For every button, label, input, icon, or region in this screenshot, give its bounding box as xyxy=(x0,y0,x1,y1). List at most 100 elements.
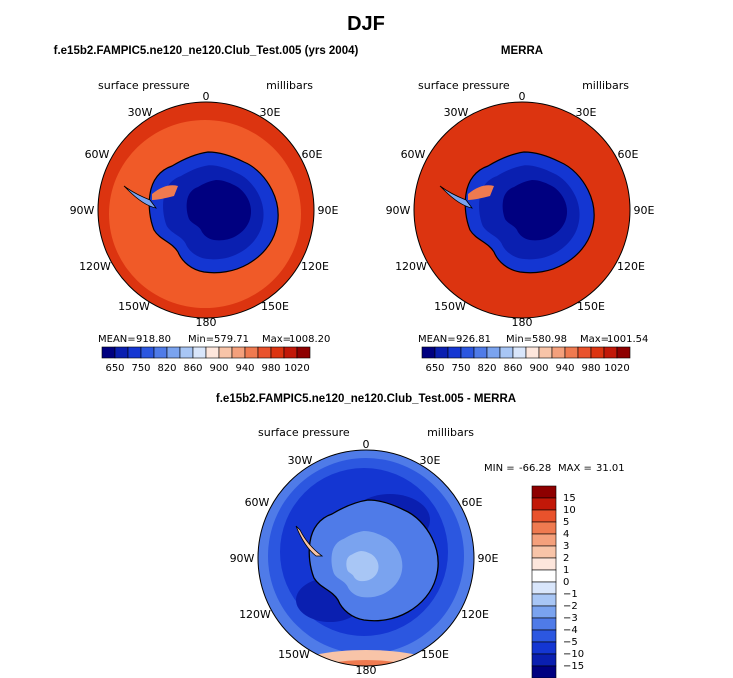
panel-merra-stats: MEAN= 926.81 Min= 580.98 Max= 1001.54 xyxy=(418,334,648,345)
colorbar-swatch xyxy=(531,569,557,583)
colorbar-swatch xyxy=(531,605,557,619)
panel-model-stats: MEAN= 918.80 Min= 579.71 Max= 1008.20 xyxy=(98,334,330,345)
cbar-tick-minus-5: −5 xyxy=(563,637,578,648)
lon-label-180: 180 xyxy=(196,316,217,329)
lon-label-30w: 30W xyxy=(288,454,313,467)
panel-diff-peninsula xyxy=(295,525,324,557)
lon-label-150w: 150W xyxy=(118,300,150,313)
cbar-tick-minus-3: −3 xyxy=(563,613,578,624)
lon-label-30e: 30E xyxy=(576,106,597,119)
lon-label-150w: 150W xyxy=(434,300,466,313)
lon-label-60e: 60E xyxy=(462,496,483,509)
cbar-tick-minus-4: −4 xyxy=(563,625,578,636)
panel-diff-map-border xyxy=(257,449,475,667)
cbar-tick-820: 820 xyxy=(157,363,176,374)
cbar-tick-1020: 1020 xyxy=(604,363,629,374)
colorbar-swatch xyxy=(460,346,475,359)
stat-min-label: Min= xyxy=(188,334,214,345)
panel-merra-peninsula xyxy=(439,185,473,209)
colorbar-swatch xyxy=(525,346,540,359)
lon-label-30e: 30E xyxy=(260,106,281,119)
panel-merra-variable: surface pressure xyxy=(418,79,510,92)
colorbar-swatch xyxy=(153,346,168,359)
panel-model-colorbar-labels: 650 750 820 860 900 940 980 1020 xyxy=(105,363,309,374)
colorbar-swatch xyxy=(538,346,553,359)
panel-model-colorbar xyxy=(101,346,311,359)
cbar-tick-860: 860 xyxy=(503,363,522,374)
colorbar-swatch xyxy=(531,665,557,678)
colorbar-swatch xyxy=(551,346,566,359)
cbar-tick-980: 980 xyxy=(581,363,600,374)
panel-model-variable: surface pressure xyxy=(98,79,190,92)
lon-label-90e: 90E xyxy=(318,204,339,217)
colorbar-swatch xyxy=(447,346,462,359)
panel-model-weddell-high xyxy=(152,185,178,200)
cbar-tick-750: 750 xyxy=(131,363,150,374)
lon-label-0: 0 xyxy=(203,90,210,103)
stat-min-label: MIN = xyxy=(484,463,515,474)
panel-diff-variable: surface pressure xyxy=(258,426,350,439)
lon-label-120w: 120W xyxy=(239,608,271,621)
colorbar-swatch xyxy=(564,346,579,359)
panel-merra-map-border xyxy=(413,101,631,319)
cbar-tick-3: 3 xyxy=(563,541,569,552)
panel-merra-colorbar xyxy=(421,346,631,359)
panel-model-lon-labels: 0 30E 60E 90E 120E 150E 180 150W 120W 90… xyxy=(70,90,339,329)
stat-max-label: Max= xyxy=(262,334,291,345)
cbar-tick-1020: 1020 xyxy=(284,363,309,374)
cbar-tick-10: 10 xyxy=(563,505,576,516)
figure-title: DJF xyxy=(347,13,385,35)
stat-mean-label: MEAN= xyxy=(98,334,136,345)
colorbar-swatch xyxy=(192,346,207,359)
colorbar-swatch xyxy=(205,346,220,359)
stat-max-value: 1001.54 xyxy=(607,334,648,345)
lon-label-180: 180 xyxy=(356,664,377,677)
colorbar-swatch xyxy=(531,497,557,511)
panel-diff-title: f.e15b2.FAMPIC5.ne120_ne120.Club_Test.00… xyxy=(216,393,516,405)
panel-model-peninsula xyxy=(123,185,157,209)
panel-diff-units: millibars xyxy=(427,426,474,439)
stat-max-label: MAX = xyxy=(558,463,592,474)
lon-label-60w: 60W xyxy=(245,496,270,509)
colorbar-swatch xyxy=(283,346,298,359)
colorbar-swatch xyxy=(531,581,557,595)
stat-mean-value: 918.80 xyxy=(136,334,171,345)
lon-label-30w: 30W xyxy=(128,106,153,119)
stat-min-value: 579.71 xyxy=(214,334,249,345)
stat-max-label: Max= xyxy=(580,334,609,345)
panel-merra-units: millibars xyxy=(582,79,629,92)
colorbar-swatch xyxy=(179,346,194,359)
cbar-tick-minus-10: −10 xyxy=(563,649,584,660)
stat-min-value: 580.98 xyxy=(532,334,567,345)
colorbar-swatch xyxy=(531,653,557,667)
lon-label-150e: 150E xyxy=(421,648,449,661)
cbar-tick-900: 900 xyxy=(209,363,228,374)
colorbar-swatch xyxy=(434,346,449,359)
colorbar-swatch xyxy=(127,346,142,359)
colorbar-swatch xyxy=(531,557,557,571)
colorbar-swatch xyxy=(531,509,557,523)
lon-label-60w: 60W xyxy=(401,148,426,161)
lon-label-30e: 30E xyxy=(420,454,441,467)
cbar-tick-minus-15: −15 xyxy=(563,661,584,672)
lon-label-120e: 120E xyxy=(617,260,645,273)
lon-label-60e: 60E xyxy=(302,148,323,161)
colorbar-swatch xyxy=(590,346,605,359)
colorbar-swatch xyxy=(531,617,557,631)
lon-label-180: 180 xyxy=(512,316,533,329)
stat-min-label: Min= xyxy=(506,334,532,345)
colorbar-swatch xyxy=(231,346,246,359)
cbar-tick-940: 940 xyxy=(555,363,574,374)
cbar-tick-980: 980 xyxy=(261,363,280,374)
colorbar-swatch xyxy=(531,533,557,547)
panel-merra-lon-labels: 0 30E 60E 90E 120E 150E 180 150W 120W 90… xyxy=(386,90,655,329)
panel-model-map-border xyxy=(97,101,315,319)
panel-merra: MERRA surface pressure millibars 0 30E 6… xyxy=(386,45,655,374)
lon-label-90w: 90W xyxy=(386,204,411,217)
lon-label-0: 0 xyxy=(519,90,526,103)
panel-diff-stats: MIN = -66.28 MAX = 31.01 xyxy=(484,463,625,474)
cbar-tick-860: 860 xyxy=(183,363,202,374)
lon-label-150e: 150E xyxy=(261,300,289,313)
cbar-tick-2: 2 xyxy=(563,553,569,564)
